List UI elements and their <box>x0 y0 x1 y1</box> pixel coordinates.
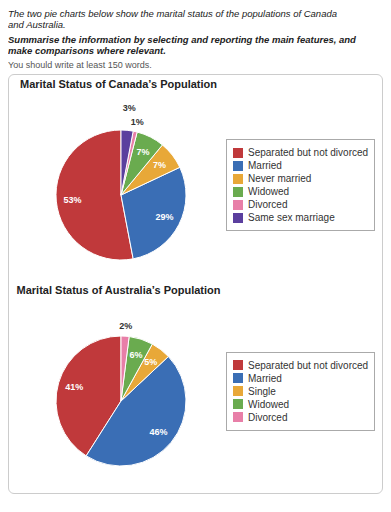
svg-text:5%: 5% <box>144 358 157 368</box>
svg-text:2%: 2% <box>119 322 132 332</box>
html-text:Divorced: Divorced <box>248 199 288 211</box>
html-text:Single: Single <box>248 385 276 397</box>
html-text:Widowed: Widowed <box>248 398 290 410</box>
html-text:Married: Married <box>248 160 282 172</box>
html-text:Married: Married <box>248 372 282 384</box>
html-text:Marital Status of Canada’s Pop: Marital Status of Canada’s Population <box>20 78 217 91</box>
html-text:You should write at least 150: You should write at least 150 words. <box>8 59 152 70</box>
svg-text:46%: 46% <box>150 427 168 437</box>
svg-text:7%: 7% <box>137 147 150 157</box>
html-text:Summarise the information by s: Summarise the information by selecting a… <box>8 33 356 57</box>
html-text:Divorced: Divorced <box>248 411 288 423</box>
svg-text:53%: 53% <box>63 195 81 205</box>
html-text:Marital Status of Australia’s: Marital Status of Australia’s Population <box>16 284 221 297</box>
svg-text:41%: 41% <box>65 383 83 393</box>
svg-text:29%: 29% <box>155 212 173 222</box>
svg-text:7%: 7% <box>153 160 166 170</box>
html-text:Never married: Never married <box>248 173 312 185</box>
html-text:Widowed: Widowed <box>248 186 290 198</box>
html-text:Separated but not divorced: Separated but not divorced <box>248 359 369 371</box>
html-text:Same sex marriage: Same sex marriage <box>248 212 335 224</box>
html-text:The two pie charts below show: The two pie charts below show the marita… <box>8 8 337 31</box>
html-text:Separated but not divorced: Separated but not divorced <box>248 147 369 159</box>
svg-text:3%: 3% <box>123 104 136 114</box>
svg-text:1%: 1% <box>131 117 144 127</box>
svg-text:6%: 6% <box>130 350 143 360</box>
